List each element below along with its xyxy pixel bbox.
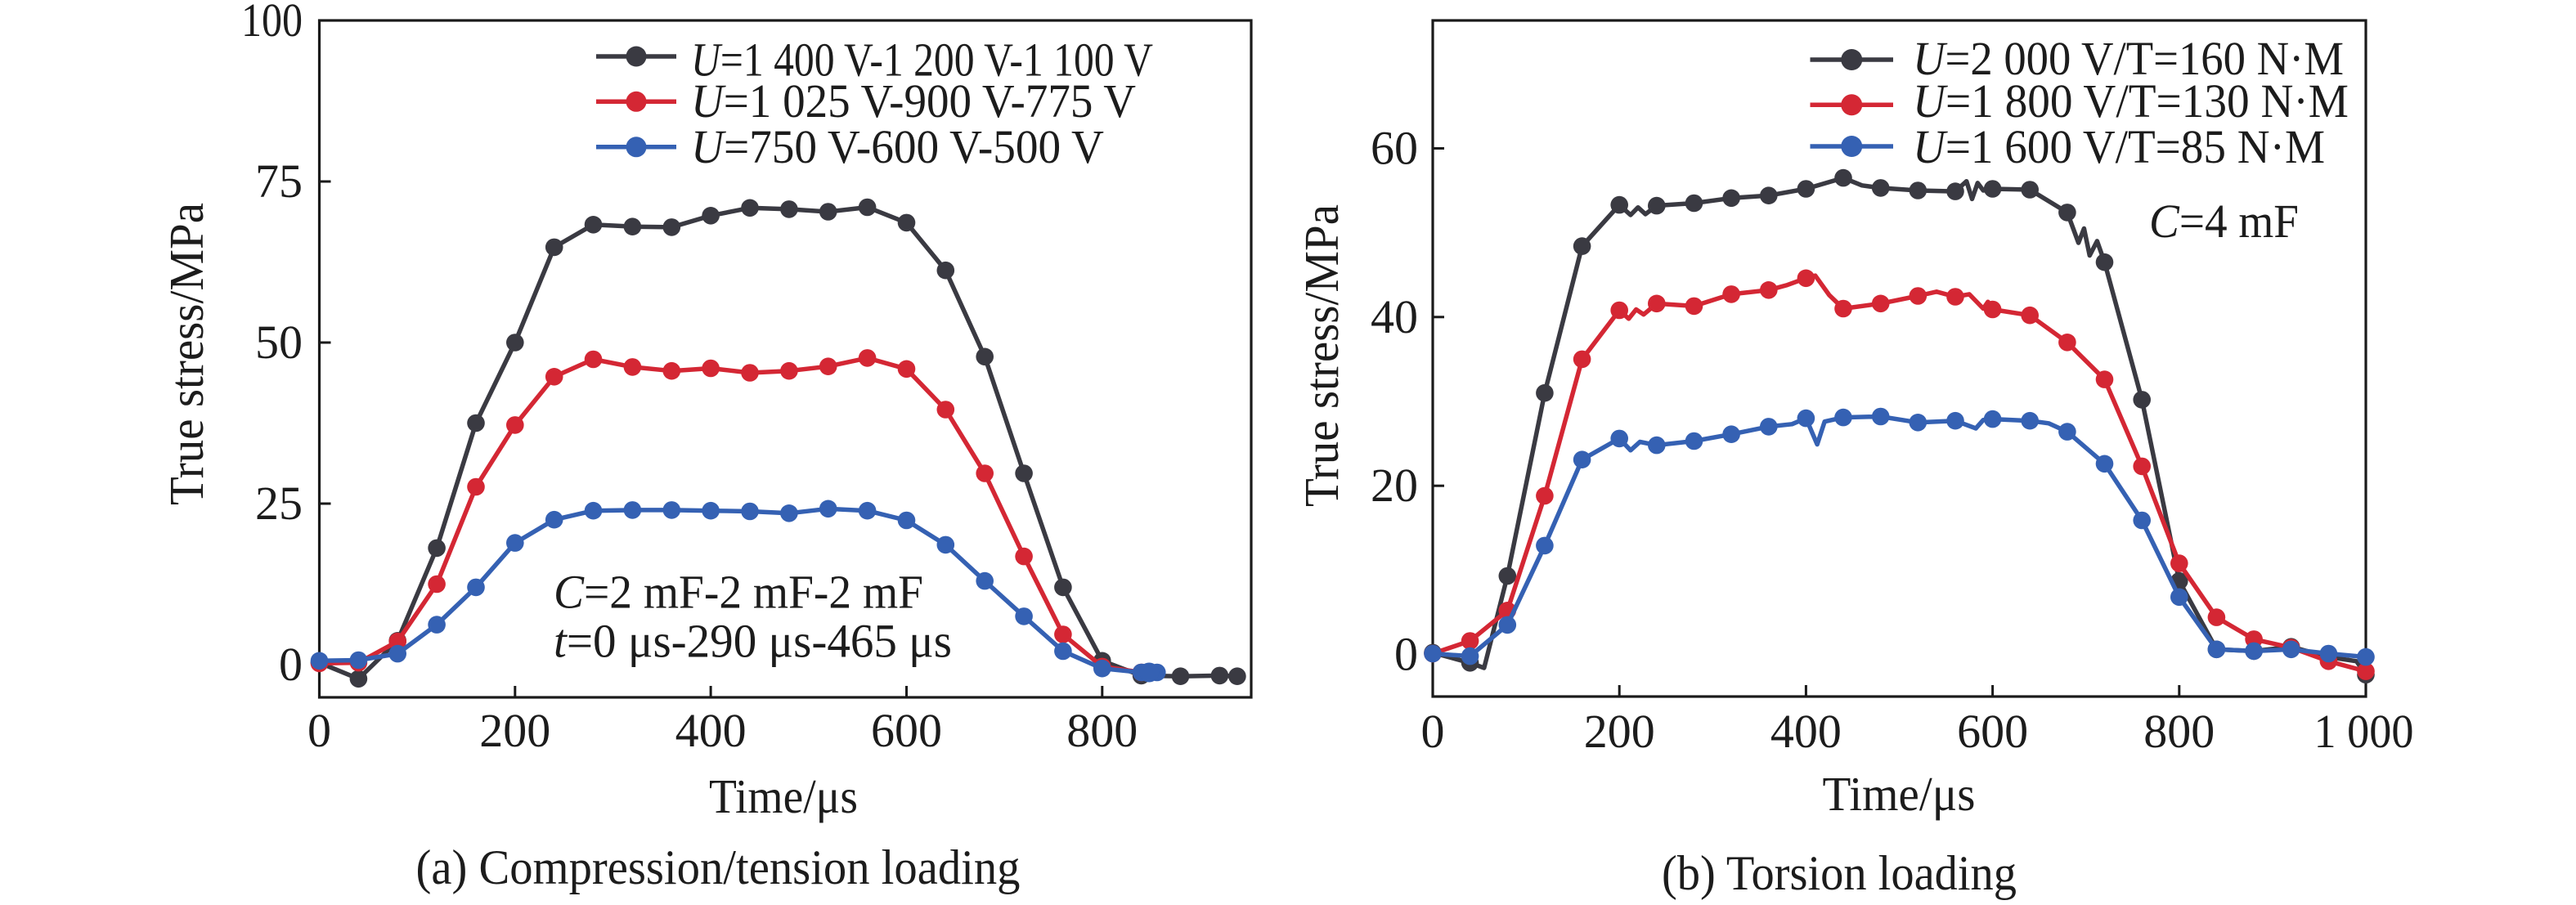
svg-text:0: 0 <box>1421 705 1445 758</box>
svg-text:20: 20 <box>1371 459 1418 512</box>
svg-text:C=4 mF: C=4 mF <box>2149 195 2299 248</box>
svg-text:0: 0 <box>279 638 303 691</box>
svg-text:0: 0 <box>1394 628 1418 681</box>
svg-text:U=2 000 V/T=160 N·M: U=2 000 V/T=160 N·M <box>1913 32 2344 85</box>
svg-text:40: 40 <box>1371 290 1418 343</box>
svg-text:75: 75 <box>255 155 303 208</box>
svg-text:200: 200 <box>479 704 550 757</box>
svg-text:U=750 V-600 V-500 V: U=750 V-600 V-500 V <box>691 120 1104 173</box>
svg-text:1 000: 1 000 <box>2314 705 2414 758</box>
svg-text:U=1 800 V/T=130 N·M: U=1 800 V/T=130 N·M <box>1913 74 2349 128</box>
svg-text:0: 0 <box>307 704 331 757</box>
svg-text:100: 100 <box>241 0 303 47</box>
svg-text:U=1 600 V/T=85 N·M: U=1 600 V/T=85 N·M <box>1913 120 2325 173</box>
svg-text:C=2 mF-2 mF-2 mF: C=2 mF-2 mF-2 mF <box>554 566 923 619</box>
svg-text:600: 600 <box>1957 705 2028 758</box>
svg-text:U=1 025 V-900 V-775 V: U=1 025 V-900 V-775 V <box>691 74 1136 128</box>
svg-text:800: 800 <box>2143 705 2215 758</box>
svg-text:800: 800 <box>1066 704 1138 757</box>
svg-text:60: 60 <box>1371 122 1418 175</box>
svg-text:200: 200 <box>1584 705 1655 758</box>
svg-text:True stress/MPa: True stress/MPa <box>159 203 213 505</box>
svg-text:t=0 μs-290 μs-465 μs: t=0 μs-290 μs-465 μs <box>554 615 952 668</box>
svg-text:600: 600 <box>871 704 942 757</box>
svg-text:25: 25 <box>255 477 303 530</box>
svg-text:(b) Torsion loading: (b) Torsion loading <box>1662 846 2017 900</box>
svg-text:True stress/MPa: True stress/MPa <box>1295 204 1349 507</box>
svg-text:400: 400 <box>1770 705 1842 758</box>
svg-text:400: 400 <box>675 704 747 757</box>
svg-text:(a) Compression/tension loadin: (a) Compression/tension loading <box>416 840 1021 894</box>
svg-text:U=1 400 V-1 200 V-1 100 V: U=1 400 V-1 200 V-1 100 V <box>691 34 1153 87</box>
svg-text:50: 50 <box>255 316 303 369</box>
svg-text:Time/μs: Time/μs <box>709 769 858 823</box>
svg-text:Time/μs: Time/μs <box>1823 767 1976 821</box>
